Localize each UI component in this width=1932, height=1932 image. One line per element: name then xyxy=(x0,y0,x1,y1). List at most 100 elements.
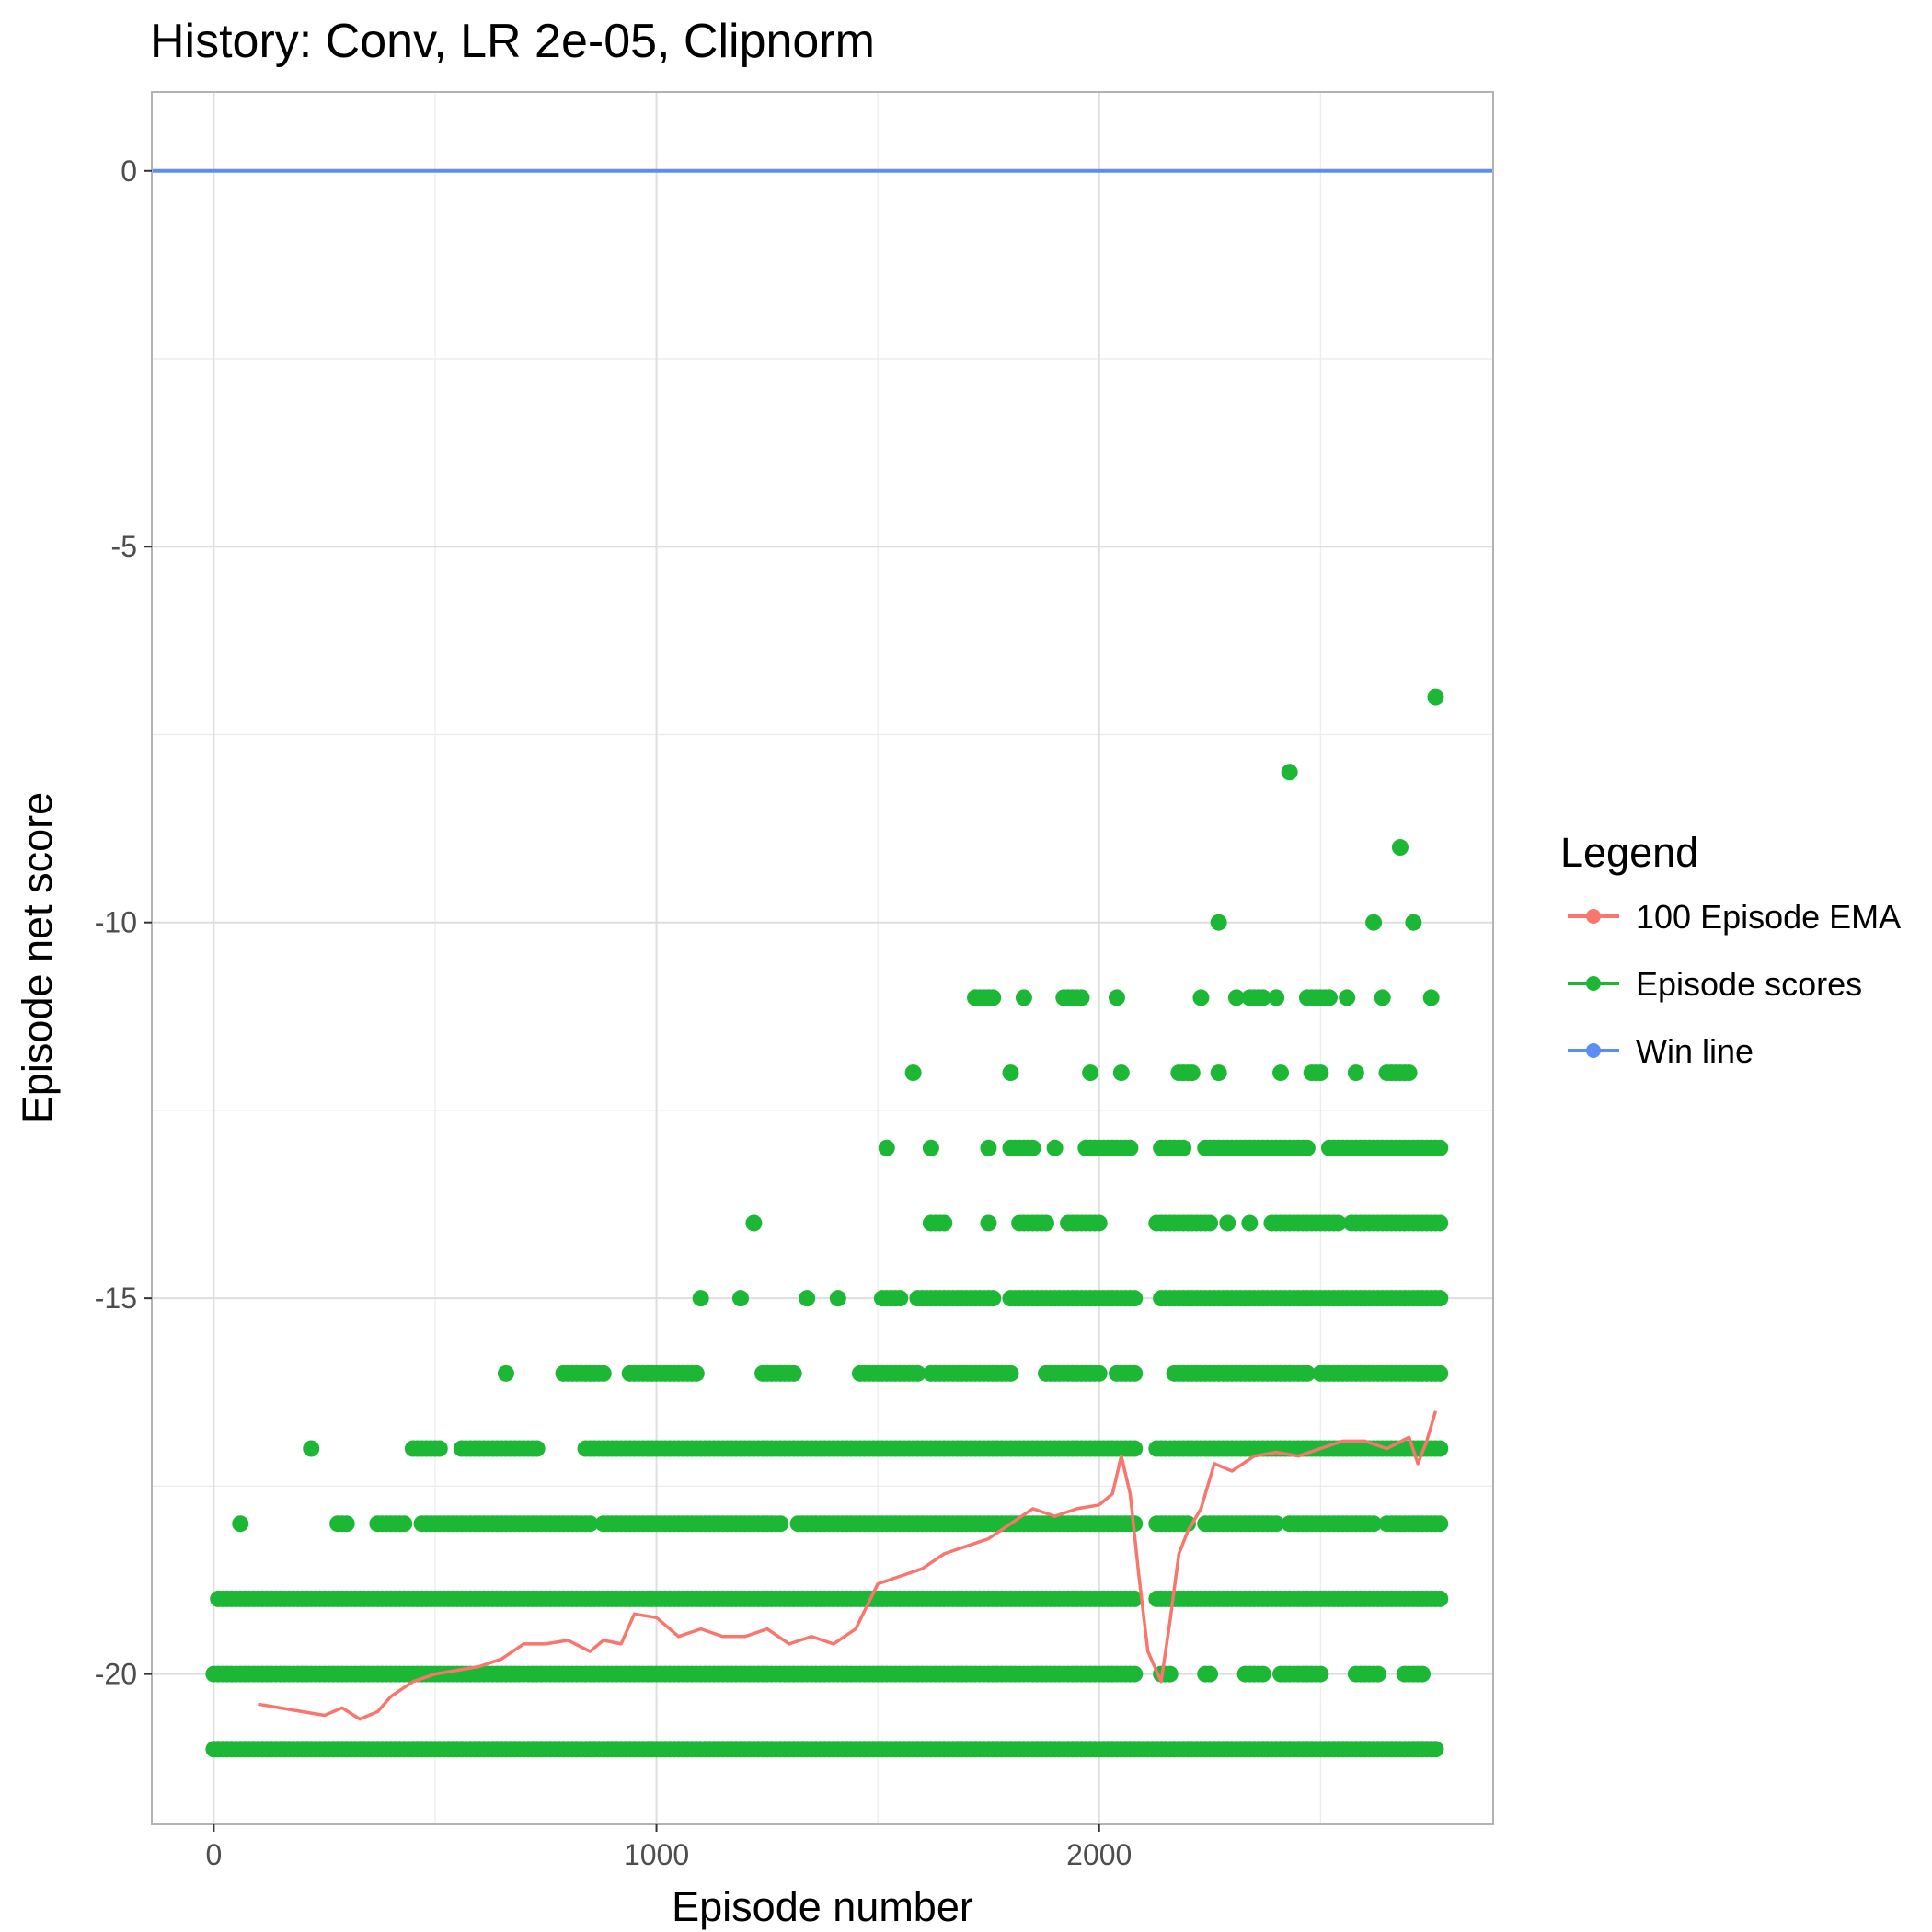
score-point xyxy=(1126,1440,1144,1457)
score-point xyxy=(745,1214,763,1232)
score-point xyxy=(1347,1064,1364,1082)
score-point xyxy=(829,1290,846,1307)
score-point xyxy=(1391,839,1409,857)
score-point xyxy=(1121,1139,1139,1156)
y-tick-label: -15 xyxy=(95,1282,137,1315)
score-point xyxy=(1400,1064,1418,1082)
score-point xyxy=(1432,1139,1449,1156)
score-point xyxy=(1073,989,1090,1006)
score-point xyxy=(1374,989,1391,1006)
score-point xyxy=(785,1364,802,1382)
legend-key-ema-dot xyxy=(1586,909,1601,924)
score-point xyxy=(891,1290,909,1307)
score-point xyxy=(1038,1214,1054,1232)
score-point xyxy=(1272,1064,1290,1082)
score-point xyxy=(980,1214,997,1232)
x-tick-label: 2000 xyxy=(1066,1838,1132,1871)
score-point xyxy=(1192,989,1210,1006)
tick-layer: 0 1000 2000 0 -5 -10 -15 -20 xyxy=(95,155,1133,1871)
score-point xyxy=(1405,914,1422,931)
score-point xyxy=(1219,1214,1236,1232)
score-point xyxy=(1108,989,1125,1006)
score-point xyxy=(1183,1064,1201,1082)
score-point xyxy=(1432,1364,1449,1382)
score-point xyxy=(692,1290,709,1307)
score-point xyxy=(1179,1515,1196,1533)
plot-background xyxy=(152,92,1493,1824)
plot-border xyxy=(151,91,1494,1825)
score-point xyxy=(1339,989,1356,1006)
score-point xyxy=(1126,1364,1144,1382)
y-tick-label: 0 xyxy=(121,155,137,188)
y-tick-label: -20 xyxy=(95,1658,137,1691)
legend-label-episode-scores: Episode scores xyxy=(1636,965,1862,1003)
score-point xyxy=(904,1064,922,1082)
score-point xyxy=(731,1290,749,1307)
score-point xyxy=(1126,1665,1144,1683)
score-point xyxy=(1427,688,1444,706)
score-point xyxy=(1365,1515,1383,1533)
score-point xyxy=(1161,1665,1179,1683)
score-point xyxy=(1312,1064,1329,1082)
score-point xyxy=(687,1364,705,1382)
score-point xyxy=(1268,989,1285,1006)
score-point xyxy=(232,1515,249,1533)
y-tick-label: -10 xyxy=(95,906,137,939)
score-point xyxy=(1432,1440,1449,1457)
score-point xyxy=(1268,1515,1285,1533)
score-point xyxy=(1202,1214,1219,1232)
score-point xyxy=(1298,1139,1316,1156)
legend-label-ema: 100 Episode EMA xyxy=(1636,898,1901,936)
score-point xyxy=(984,1290,1002,1307)
score-point xyxy=(1422,989,1440,1006)
score-point xyxy=(1227,989,1245,1006)
legend-entry-ema: 100 Episode EMA xyxy=(1568,898,1901,936)
score-point xyxy=(1175,1139,1192,1156)
score-point xyxy=(1210,1064,1227,1082)
score-point xyxy=(338,1515,355,1533)
score-point xyxy=(1126,1290,1144,1307)
score-point xyxy=(772,1515,789,1533)
score-point xyxy=(1298,1364,1316,1382)
score-point xyxy=(581,1515,599,1533)
score-point xyxy=(1432,1214,1449,1232)
score-point xyxy=(1432,1590,1449,1607)
score-point xyxy=(984,989,1002,1006)
score-point xyxy=(1312,1665,1329,1683)
score-point xyxy=(1046,1139,1064,1156)
score-point xyxy=(1432,1515,1449,1533)
score-point xyxy=(878,1139,895,1156)
score-point xyxy=(1414,1665,1432,1683)
score-point xyxy=(497,1364,514,1382)
y-axis-title: Episode net score xyxy=(14,792,61,1123)
score-point xyxy=(594,1364,612,1382)
x-tick-label: 1000 xyxy=(624,1838,689,1871)
score-point xyxy=(1427,1741,1444,1758)
legend-title: Legend xyxy=(1560,829,1698,876)
score-point xyxy=(936,1214,953,1232)
score-point xyxy=(980,1139,997,1156)
score-point xyxy=(303,1440,320,1457)
score-point xyxy=(1082,1064,1099,1082)
legend-key-scores-dot xyxy=(1586,976,1601,991)
score-point xyxy=(1126,1590,1144,1607)
legend-entry-win-line: Win line xyxy=(1568,1032,1754,1070)
score-point xyxy=(1369,1665,1386,1683)
ema-line xyxy=(258,1410,1438,1721)
score-point xyxy=(1002,1364,1019,1382)
score-point xyxy=(396,1515,413,1533)
score-point xyxy=(1320,989,1338,1006)
score-point xyxy=(1202,1665,1219,1683)
score-point xyxy=(1365,914,1383,931)
score-point xyxy=(1210,914,1227,931)
legend-entry-episode-scores: Episode scores xyxy=(1568,965,1862,1003)
score-point xyxy=(1254,989,1271,1006)
legend-key-win-dot xyxy=(1586,1043,1601,1058)
score-point xyxy=(1002,1064,1019,1082)
series-layer xyxy=(152,168,1493,1758)
x-axis-title: Episode number xyxy=(672,1883,973,1930)
score-point xyxy=(1112,1064,1130,1082)
score-point xyxy=(431,1440,448,1457)
score-point xyxy=(1329,1214,1347,1232)
